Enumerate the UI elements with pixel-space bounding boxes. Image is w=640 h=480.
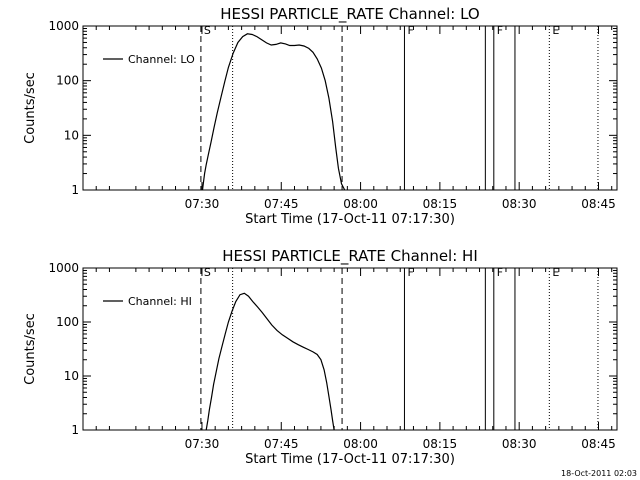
y-tick-label: 1 [71, 183, 79, 197]
y-axis-label: Counts/sec [23, 72, 38, 144]
series-line [201, 33, 346, 191]
x-tick-label: 08:45 [581, 197, 616, 211]
y-tick-label: 100 [56, 74, 79, 88]
y-tick-label: 10 [64, 128, 79, 142]
x-tick-label: 08:15 [423, 437, 458, 451]
x-tick-label: 07:30 [185, 437, 220, 451]
plot-frame [82, 267, 618, 431]
y-tick-label: 1 [71, 423, 79, 437]
legend-label: Channel: LO [128, 53, 195, 66]
x-axis-label: Start Time (17-Oct-11 07:17:30) [245, 452, 455, 467]
y-tick-label: 1000 [48, 19, 79, 33]
event-marker-label: F [497, 266, 503, 279]
chart-title: HESSI PARTICLE_RATE Channel: HI [222, 247, 478, 266]
x-tick-label: 08:00 [343, 197, 378, 211]
chart-title: HESSI PARTICLE_RATE Channel: LO [220, 5, 479, 24]
x-axis-label: Start Time (17-Oct-11 07:17:30) [245, 212, 455, 227]
event-marker-label: E [552, 24, 559, 37]
event-marker-label: S [204, 24, 211, 37]
event-marker-label: E [552, 266, 559, 279]
event-marker-label: S [204, 266, 211, 279]
y-tick-label: 100 [56, 315, 79, 329]
x-tick-label: 08:45 [581, 437, 616, 451]
x-tick-label: 08:00 [343, 437, 378, 451]
y-tick-label: 1000 [48, 261, 79, 275]
plot-frame [82, 25, 618, 191]
plot-timestamp: 18-Oct-2011 02:03 [561, 469, 637, 478]
y-axis-label: Counts/sec [23, 313, 38, 385]
event-marker-label: F [497, 24, 503, 37]
x-tick-label: 08:30 [502, 437, 537, 451]
series-line [205, 292, 335, 431]
x-tick-label: 08:15 [423, 197, 458, 211]
x-tick-label: 07:45 [264, 437, 299, 451]
x-tick-label: 08:30 [502, 197, 537, 211]
legend-label: Channel: HI [128, 295, 192, 308]
hi-channel-panel: HESSI PARTICLE_RATE Channel: HI Counts/se… [23, 247, 618, 467]
y-tick-label: 10 [64, 369, 79, 383]
x-tick-label: 07:30 [185, 197, 220, 211]
event-marker-label: F [407, 266, 413, 279]
event-marker-label: F [407, 24, 413, 37]
x-tick-label: 07:45 [264, 197, 299, 211]
lo-channel-panel: HESSI PARTICLE_RATE Channel: LO Counts/se… [23, 5, 618, 227]
